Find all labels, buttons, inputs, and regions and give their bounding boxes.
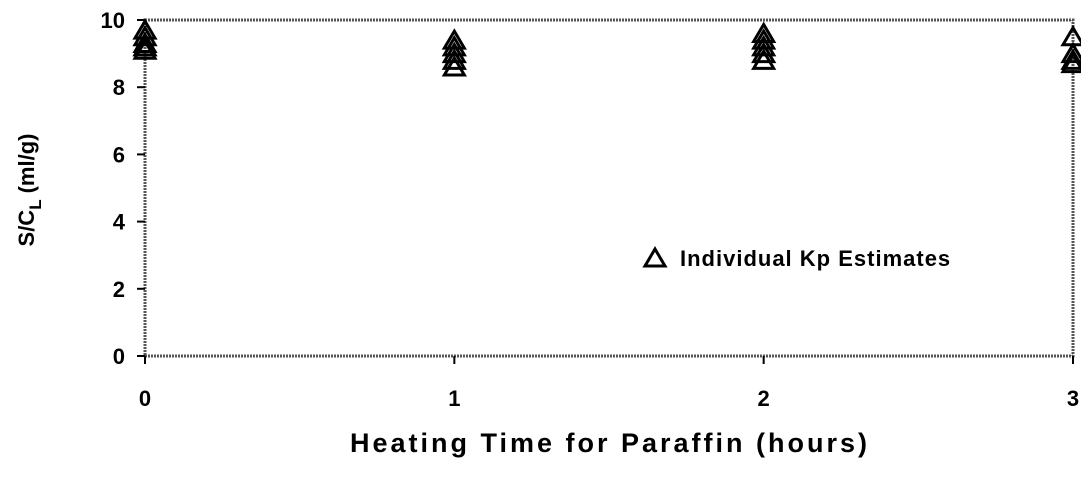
y-label-main: S/C — [14, 210, 39, 247]
y-label-sub: L — [26, 199, 45, 209]
point — [1060, 51, 1081, 74]
y-tick-label: 6 — [113, 142, 125, 167]
x-tick-label: 0 — [139, 386, 151, 411]
y-axis-label: S/CL (ml/g) — [14, 134, 45, 247]
point — [441, 28, 467, 50]
x-tick-label: 1 — [448, 386, 460, 411]
legend-marker — [642, 246, 668, 268]
x-axis-label: Heating Time for Paraffin (hours) — [350, 428, 870, 458]
point — [132, 34, 158, 57]
point — [441, 55, 467, 77]
point — [751, 41, 777, 64]
x-tick-label: 3 — [1067, 386, 1079, 411]
x-tick-label: 2 — [758, 386, 770, 411]
point — [132, 24, 158, 47]
point — [132, 38, 158, 60]
y-tick-label: 10 — [101, 8, 125, 33]
point — [441, 48, 467, 70]
y-tick-label: 0 — [113, 344, 125, 369]
point — [751, 21, 777, 43]
point — [132, 31, 158, 54]
point — [751, 28, 777, 50]
point — [751, 34, 777, 57]
point — [441, 41, 467, 64]
point — [1060, 41, 1081, 64]
y-tick-label: 4 — [113, 210, 126, 235]
point — [1060, 48, 1081, 70]
point — [441, 34, 467, 57]
y-tick-label: 2 — [113, 277, 125, 302]
y-label-unit: (ml/g) — [14, 134, 39, 194]
point — [751, 48, 777, 70]
legend-label: Individual Kp Estimates — [680, 246, 951, 271]
plot-frame — [143, 18, 1075, 358]
y-tick-label: 8 — [113, 75, 125, 100]
point — [1060, 24, 1081, 47]
